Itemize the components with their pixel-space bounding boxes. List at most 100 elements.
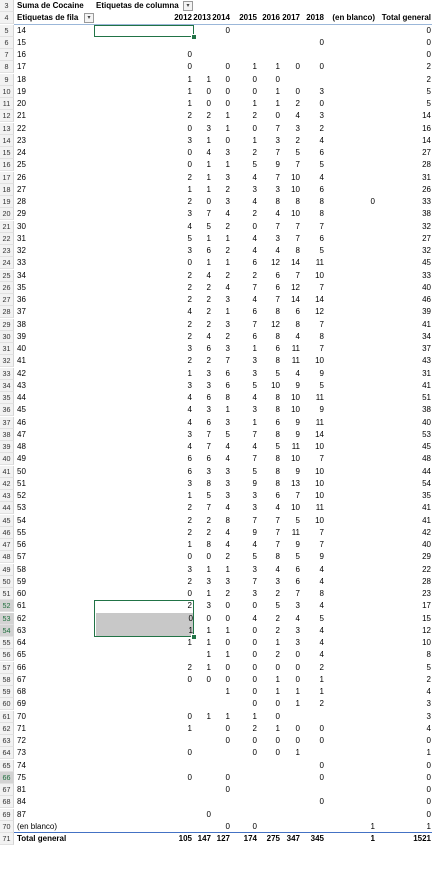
value-cell[interactable]: 1 xyxy=(225,564,230,574)
value-cell[interactable]: 11 xyxy=(291,527,300,537)
column-header-year[interactable]: 2016 xyxy=(262,13,280,23)
value-cell[interactable]: 0 xyxy=(426,50,431,59)
value-cell[interactable]: 1 xyxy=(206,564,211,574)
row-number[interactable]: 59 xyxy=(0,686,14,698)
value-cell[interactable] xyxy=(231,796,257,808)
value-cell[interactable] xyxy=(325,441,375,453)
row-number[interactable]: 42 xyxy=(0,477,14,490)
value-cell[interactable] xyxy=(258,772,280,784)
value-cell[interactable]: 2 xyxy=(187,172,192,182)
value-cell[interactable]: 2 xyxy=(275,625,280,635)
value-cell[interactable]: 2 xyxy=(319,662,324,672)
value-cell[interactable] xyxy=(325,576,375,588)
row-label[interactable]: 53 xyxy=(17,503,26,513)
row-label[interactable]: 22 xyxy=(17,123,26,133)
value-cell[interactable]: 4 xyxy=(319,172,324,182)
value-cell[interactable]: 1 xyxy=(206,258,211,268)
value-cell[interactable]: 41 xyxy=(422,380,431,390)
value-cell[interactable]: 0 xyxy=(206,86,211,96)
value-cell[interactable] xyxy=(325,98,375,110)
value-cell[interactable]: 8 xyxy=(295,319,300,329)
value-cell[interactable] xyxy=(258,37,280,49)
value-cell[interactable]: 1 xyxy=(206,711,211,721)
value-cell[interactable]: 1 xyxy=(225,687,230,696)
value-cell[interactable]: 0 xyxy=(295,86,300,96)
value-cell[interactable]: 2 xyxy=(319,699,324,709)
value-cell[interactable]: 8 xyxy=(275,466,280,476)
value-cell[interactable]: 0 xyxy=(295,723,300,733)
value-cell[interactable] xyxy=(193,686,211,698)
value-cell[interactable]: 7 xyxy=(275,172,280,182)
fill-handle[interactable] xyxy=(191,33,197,40)
value-cell[interactable]: 3 xyxy=(206,601,211,611)
value-cell[interactable] xyxy=(325,86,375,98)
value-cell[interactable]: 2 xyxy=(275,650,280,660)
value-cell[interactable] xyxy=(281,25,300,37)
value-cell[interactable]: 0 xyxy=(252,699,257,709)
value-cell[interactable]: 4 xyxy=(225,540,230,549)
value-cell[interactable] xyxy=(325,392,375,404)
value-cell[interactable] xyxy=(325,245,375,257)
grand-total-value[interactable]: 127 xyxy=(216,834,230,843)
value-cell[interactable]: 6 xyxy=(206,344,211,353)
value-cell[interactable]: 1 xyxy=(187,491,192,500)
value-cell[interactable]: 0 xyxy=(370,197,375,206)
value-cell[interactable]: 6 xyxy=(206,246,211,255)
value-cell[interactable]: 0 xyxy=(187,50,192,59)
value-cell[interactable]: 7 xyxy=(319,282,324,292)
value-cell[interactable]: 9 xyxy=(295,380,300,390)
row-number[interactable]: 68 xyxy=(0,796,14,809)
value-cell[interactable]: 4 xyxy=(295,331,300,341)
value-cell[interactable]: 0 xyxy=(206,552,211,562)
value-cell[interactable]: 0 xyxy=(426,785,431,794)
value-cell[interactable]: 28 xyxy=(422,160,431,170)
value-cell[interactable]: 0 xyxy=(187,772,192,782)
row-number[interactable]: 50 xyxy=(0,575,14,588)
value-cell[interactable]: 0 xyxy=(225,86,230,96)
value-cell[interactable]: 6 xyxy=(225,368,230,378)
value-cell[interactable]: 48 xyxy=(422,454,431,464)
value-cell[interactable]: 6 xyxy=(206,417,211,427)
value-cell[interactable]: 4 xyxy=(275,564,280,574)
value-cell[interactable]: 6 xyxy=(319,233,324,243)
value-cell[interactable]: 2 xyxy=(225,221,230,231)
value-cell[interactable]: 1 xyxy=(275,62,280,72)
value-cell[interactable]: 0 xyxy=(96,612,193,625)
value-cell[interactable]: 10 xyxy=(291,454,300,464)
value-cell[interactable]: 7 xyxy=(206,429,211,439)
value-cell[interactable]: 0 xyxy=(252,123,257,133)
row-number[interactable]: 22 xyxy=(0,232,14,245)
row-label[interactable]: 19 xyxy=(17,86,26,96)
value-cell[interactable]: 2 xyxy=(187,197,192,206)
value-cell[interactable] xyxy=(325,404,375,416)
value-cell[interactable]: 0 xyxy=(225,821,230,831)
value-cell[interactable]: 32 xyxy=(422,246,431,255)
value-cell[interactable]: 0 xyxy=(275,111,280,121)
value-cell[interactable]: 3 xyxy=(252,589,257,598)
value-cell[interactable] xyxy=(258,821,280,833)
value-cell[interactable]: 2 xyxy=(225,184,230,194)
row-number[interactable]: 71 xyxy=(0,833,14,845)
row-label[interactable]: 65 xyxy=(17,650,26,660)
value-cell[interactable]: 5 xyxy=(252,466,257,476)
value-cell[interactable]: 39 xyxy=(422,307,431,317)
value-cell[interactable]: 12 xyxy=(291,282,300,292)
value-cell[interactable]: 0 xyxy=(187,711,192,721)
row-number[interactable]: 52 xyxy=(0,600,14,613)
row-number[interactable]: 63 xyxy=(0,735,14,747)
value-cell[interactable]: 3 xyxy=(295,625,300,635)
value-cell[interactable]: 4 xyxy=(252,295,257,304)
value-cell[interactable] xyxy=(231,809,257,821)
value-cell[interactable] xyxy=(258,25,280,37)
value-cell[interactable]: 17 xyxy=(422,601,431,611)
row-number[interactable]: 19 xyxy=(0,196,14,208)
value-cell[interactable]: 0 xyxy=(206,99,211,108)
value-cell[interactable]: 3 xyxy=(225,197,230,206)
value-cell[interactable] xyxy=(325,123,375,135)
value-cell[interactable] xyxy=(325,760,375,772)
value-cell[interactable]: 7 xyxy=(295,491,300,500)
value-cell[interactable]: 0 xyxy=(275,711,280,721)
value-cell[interactable]: 1 xyxy=(225,405,230,415)
value-cell[interactable]: 3 xyxy=(319,86,324,96)
row-label[interactable]: 62 xyxy=(17,613,26,623)
